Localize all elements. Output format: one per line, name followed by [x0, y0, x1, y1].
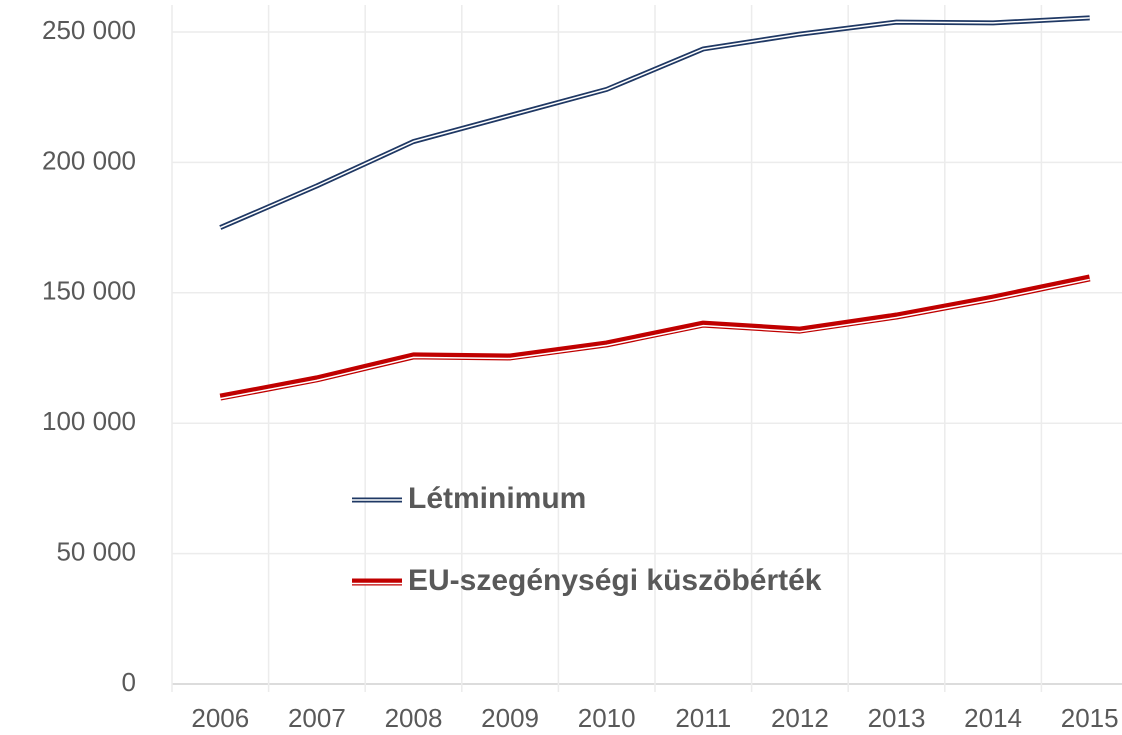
x-tick-label: 2012 — [771, 703, 829, 733]
y-tick-label: 200 000 — [42, 145, 136, 175]
x-tick-label: 2006 — [191, 703, 249, 733]
x-tick-label: 2008 — [385, 703, 443, 733]
y-tick-label: 50 000 — [56, 536, 136, 566]
x-tick-label: 2013 — [868, 703, 926, 733]
series-line-inner — [220, 278, 1090, 400]
x-tick-label: 2011 — [675, 703, 731, 733]
x-tick-label: 2007 — [288, 703, 346, 733]
y-tick-label: 250 000 — [42, 15, 136, 45]
legend-label: Létminimum — [408, 482, 586, 515]
y-tick-label: 150 000 — [42, 276, 136, 306]
x-tick-label: 2014 — [964, 703, 1022, 733]
legend-label: EU-szegénységi küszöbérték — [408, 564, 822, 597]
x-tick-label: 2010 — [578, 703, 636, 733]
series-line-inner — [220, 17, 1090, 229]
x-tick-label: 2009 — [481, 703, 539, 733]
x-tick-label: 2015 — [1061, 703, 1119, 733]
y-tick-label: 100 000 — [42, 406, 136, 436]
y-tick-label: 0 — [122, 667, 136, 697]
series-line — [219, 274, 1091, 401]
